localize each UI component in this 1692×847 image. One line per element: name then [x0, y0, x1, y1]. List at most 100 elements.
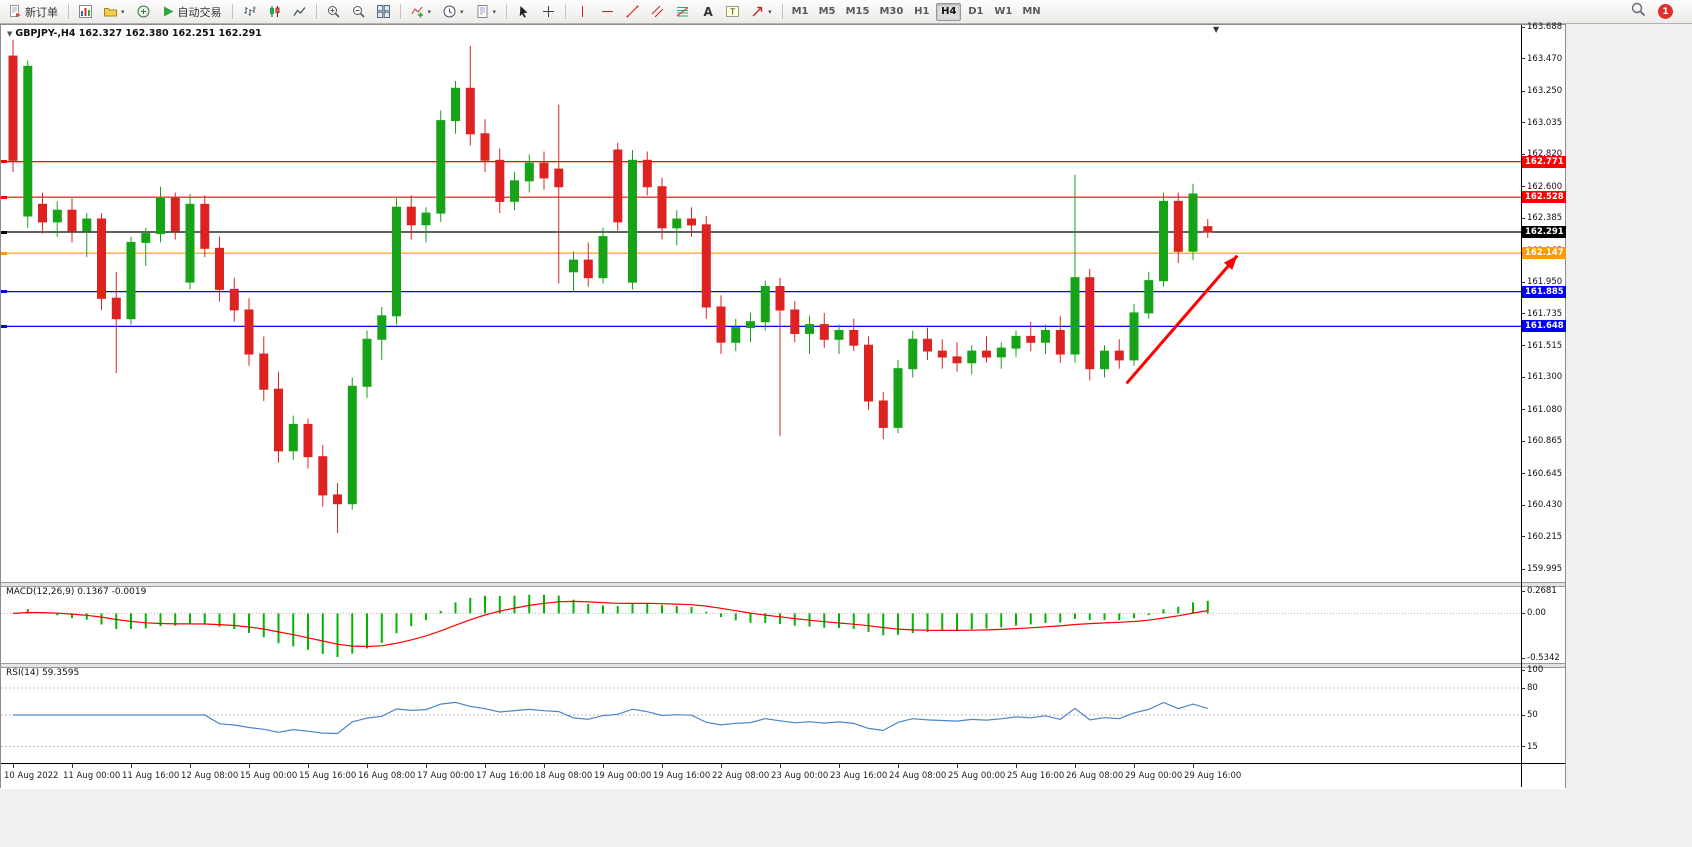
macd-scale-label: 0.2681 [1527, 586, 1557, 596]
templates-button[interactable]: ▾ [471, 2, 502, 22]
chart-window: 10 Aug 2022 11 Aug 00:00 11 Aug 16:00 12 Au… [0, 23, 1566, 789]
price-scale-label: 163.250 [1527, 86, 1563, 97]
timeframe-h4-button[interactable]: H4 [936, 2, 962, 21]
zoom-out-icon [352, 5, 365, 18]
indicators-button[interactable]: ▾ [406, 2, 437, 22]
notification-badge[interactable]: 1 [1658, 4, 1673, 19]
vertical-line-button[interactable] [571, 2, 594, 22]
channel-icon [651, 5, 664, 18]
panel-splitter[interactable] [1, 582, 1565, 587]
time-axis-tick [308, 764, 309, 768]
rsi-line [13, 701, 1208, 735]
price-line-tag: 162.528 [1522, 191, 1566, 204]
horizontal-line-icon [601, 5, 614, 18]
arrows-button[interactable]: ▾ [746, 2, 777, 22]
text-label-button[interactable]: T [721, 2, 744, 22]
price-scale-tick [1521, 186, 1525, 188]
macd-scale-label: 0.00 [1527, 608, 1546, 619]
new-order-icon [9, 5, 22, 18]
time-axis-label: 17 Aug 00:00 [417, 771, 475, 781]
price-scale-tick [1521, 376, 1525, 378]
horizontal-line-button[interactable] [596, 2, 619, 22]
zoom-out-button[interactable] [347, 2, 370, 22]
profiles-button[interactable]: ▾ [99, 2, 130, 22]
chart-candles-button[interactable] [263, 2, 286, 22]
price-scale-tick [1521, 122, 1525, 124]
periods-button[interactable]: ▾ [438, 2, 469, 22]
timeframe-m30-button[interactable]: M30 [875, 3, 907, 21]
candlesticks [8, 39, 1213, 533]
time-axis-tick [957, 764, 958, 768]
time-axis-label: 23 Aug 00:00 [771, 771, 829, 781]
time-axis-tick [1075, 764, 1076, 768]
timeframe-m1-button[interactable]: M1 [788, 3, 813, 21]
timeframe-m15-button[interactable]: M15 [842, 3, 874, 21]
price-scale-tick [1521, 90, 1525, 92]
price-scale-label: 162.820 [1527, 149, 1563, 160]
crosshair-button[interactable] [537, 2, 560, 22]
data-window-button[interactable] [132, 2, 155, 22]
price-scale-label: 159.995 [1527, 564, 1563, 574]
timeframe-h1-button[interactable]: H1 [909, 3, 934, 21]
price-scale-label: 160.865 [1527, 436, 1563, 447]
time-axis-label: 29 Aug 16:00 [1184, 771, 1242, 781]
search-icon[interactable] [1631, 2, 1646, 21]
time-axis-label: 10 Aug 2022 [4, 771, 59, 781]
macd-scale-tick [1521, 657, 1525, 659]
charts-toggle-button[interactable] [74, 2, 97, 22]
toolbar-separator [399, 4, 401, 19]
zoom-in-button[interactable] [322, 2, 345, 22]
time-axis-label: 26 Aug 08:00 [1066, 771, 1124, 781]
price-scale-tick [1521, 440, 1525, 442]
time-axis-label: 22 Aug 08:00 [712, 771, 770, 781]
new-order-button[interactable]: 新订单 [4, 2, 63, 22]
fibonacci-button[interactable] [671, 2, 694, 22]
template-icon [476, 5, 489, 18]
price-scale-label: 163.470 [1527, 53, 1563, 64]
timeframe-d1-button[interactable]: D1 [963, 3, 988, 21]
time-axis-tick [13, 764, 14, 768]
macd-signal-line [12, 600, 1208, 648]
time-axis-label: 25 Aug 00:00 [948, 771, 1006, 781]
timeframe-m5-button[interactable]: M5 [815, 3, 840, 21]
line-anchor-marker [1, 230, 7, 234]
price-scale-tick [1521, 153, 1525, 155]
zoom-in-icon [327, 5, 340, 18]
toolbar: 新订单 ▾ 自动交易 ▾ ▾ ▾ A T ▾ M1 M5 M15 M30 H1 H4 D1 W1 MN 1 [0, 0, 1692, 24]
tile-windows-button[interactable] [372, 2, 395, 22]
price-scale-label: 161.950 [1527, 277, 1563, 288]
price-chart-plot[interactable] [1, 25, 1521, 582]
time-axis-label: 15 Aug 16:00 [299, 771, 357, 781]
time-axis-tick [839, 764, 840, 768]
price-scale-label: 162.600 [1527, 181, 1563, 192]
channel-button[interactable] [646, 2, 669, 22]
text-label-icon: T [726, 5, 740, 18]
cursor-button[interactable] [512, 2, 535, 22]
vertical-line-icon [576, 5, 589, 18]
panel-splitter[interactable] [1, 663, 1565, 668]
macd-scale-tick [1521, 590, 1525, 592]
line-anchor-marker [1, 195, 7, 199]
collapse-caret-icon[interactable]: ▼ [7, 30, 13, 38]
price-scale-tick [1521, 26, 1525, 28]
chart-bars-button[interactable] [238, 2, 261, 22]
macd-scale-label: -0.5342 [1527, 653, 1560, 663]
time-axis-tick [1134, 764, 1135, 768]
autotrading-button[interactable]: 自动交易 [157, 2, 227, 22]
trendline-button[interactable] [621, 2, 644, 22]
rsi-plot[interactable] [1, 666, 1521, 763]
chart-line-button[interactable] [288, 2, 311, 22]
text-button[interactable]: A [696, 2, 719, 22]
trend-arrow-object[interactable] [1125, 254, 1239, 385]
timeframe-mn-button[interactable]: MN [1018, 3, 1044, 21]
rsi-scale-label: 15 [1527, 741, 1538, 752]
price-scale-label: 161.515 [1527, 340, 1563, 351]
time-axis-tick [367, 764, 368, 768]
time-axis-label: 24 Aug 08:00 [889, 771, 947, 781]
time-axis-tick [1193, 764, 1194, 768]
macd-plot[interactable] [1, 585, 1521, 663]
caret-down-icon: ▾ [768, 7, 772, 16]
timeframe-w1-button[interactable]: W1 [990, 3, 1016, 21]
price-line-tag: 161.885 [1522, 285, 1566, 298]
chart-shift-marker[interactable]: ▼ [1213, 25, 1220, 34]
